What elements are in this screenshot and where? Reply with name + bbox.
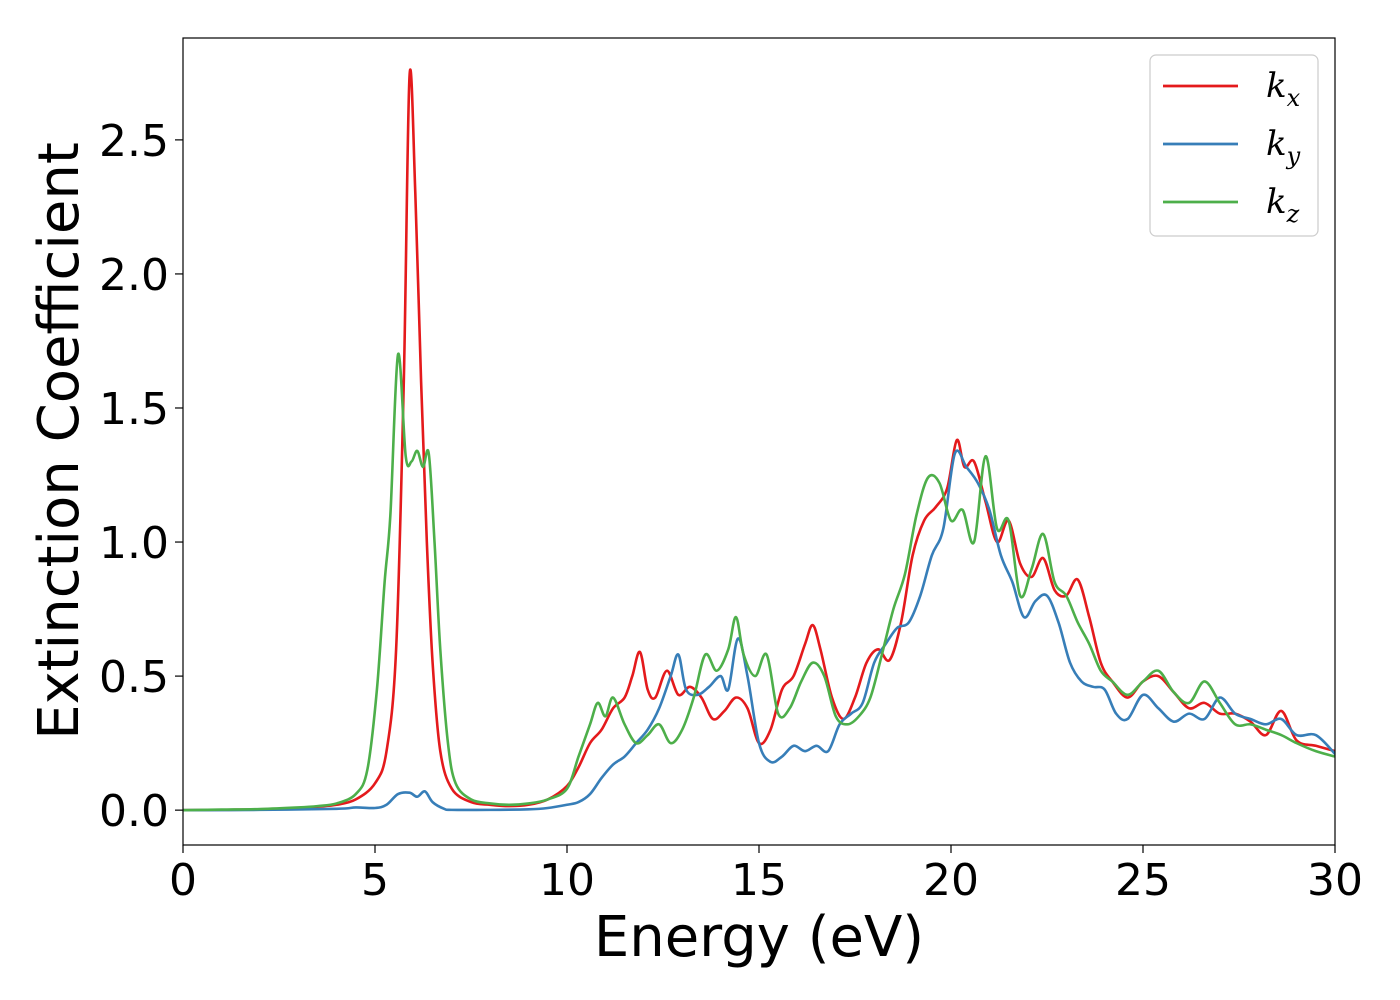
y-axis: 0.0 0.5 1.0 1.5 2.0 2.5	[99, 116, 183, 837]
x-tick-label: 10	[539, 855, 595, 906]
y-tick-label: 2.0	[99, 250, 169, 301]
x-tick-label: 0	[169, 855, 197, 906]
y-axis-title: Extinction Coefficient	[27, 142, 92, 740]
x-tick-label: 20	[923, 855, 979, 906]
y-tick-label: 0.0	[99, 786, 169, 837]
series-line-kx	[183, 68, 1335, 812]
y-tick-label: 2.5	[99, 116, 169, 167]
x-axis-title: Energy (eV)	[594, 905, 924, 970]
series-layer	[183, 68, 1335, 812]
x-tick-label: 5	[361, 855, 389, 906]
y-tick-label: 1.5	[99, 384, 169, 435]
x-tick-label: 25	[1115, 855, 1171, 906]
y-tick-label: 1.0	[99, 518, 169, 569]
y-tick-label: 0.5	[99, 652, 169, 703]
series-line-kz	[183, 352, 1335, 812]
x-tick-label: 15	[731, 855, 787, 906]
legend-box	[1149, 54, 1319, 237]
series-line-ky	[183, 449, 1335, 812]
x-axis: 0 5 10 15 20 25 30	[169, 845, 1363, 906]
x-tick-label: 30	[1307, 855, 1363, 906]
